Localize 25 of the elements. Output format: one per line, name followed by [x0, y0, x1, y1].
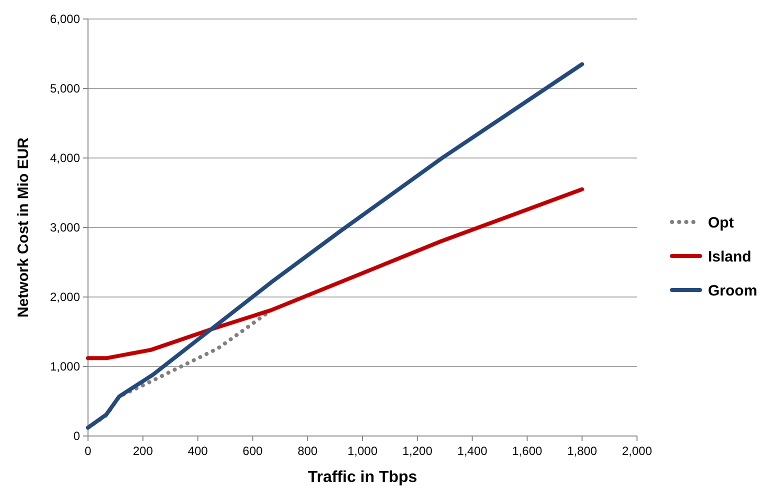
x-tick-label: 2,000 — [622, 444, 652, 458]
line-series — [86, 187, 584, 360]
x-tick-label: 200 — [132, 444, 154, 458]
legend-label: Island — [708, 248, 752, 266]
x-tick-label: 1,800 — [567, 444, 598, 458]
y-tick-label: 5,000 — [50, 82, 80, 96]
legend-label: Opt — [708, 214, 734, 232]
y-tick-label: 1,000 — [50, 360, 80, 374]
line-series — [86, 62, 584, 430]
legend-label: Groom — [708, 282, 758, 300]
x-tick-label: 1,400 — [457, 444, 488, 458]
x-tick-label: 0 — [84, 444, 92, 458]
x-tick-label: 600 — [242, 444, 264, 458]
x-tick-label: 1,000 — [347, 444, 378, 458]
x-tick-label: 1,200 — [402, 444, 433, 458]
y-tick-label: 2,000 — [50, 290, 80, 304]
y-tick-label: 6,000 — [50, 12, 80, 26]
y-axis-title: Network Cost in Mio EUR — [15, 137, 32, 318]
x-tick-label: 1,600 — [512, 444, 543, 458]
x-tick-label: 400 — [188, 444, 208, 458]
x-tick-label: 800 — [298, 444, 318, 458]
x-axis-title: Traffic in Tbps — [308, 469, 418, 486]
y-tick-label: 4,000 — [50, 151, 80, 166]
y-tick-label: 3,000 — [50, 220, 80, 235]
y-tick-label: 0 — [73, 429, 80, 444]
